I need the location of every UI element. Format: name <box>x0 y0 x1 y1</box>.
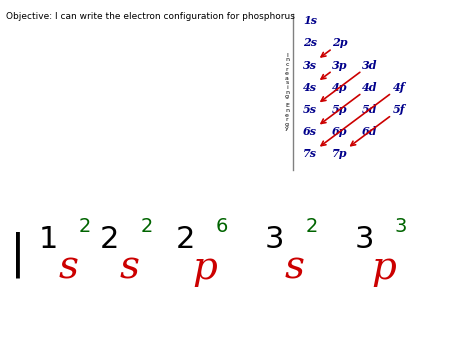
Text: 3: 3 <box>395 217 407 236</box>
Text: |: | <box>10 232 26 278</box>
Text: 2: 2 <box>305 217 318 236</box>
Text: 1: 1 <box>39 225 58 253</box>
Text: 3: 3 <box>355 225 374 253</box>
Text: 2: 2 <box>100 225 119 253</box>
Text: 5d: 5d <box>362 104 377 115</box>
Text: 5p: 5p <box>332 104 347 115</box>
Text: 6: 6 <box>216 217 228 236</box>
Text: 6s: 6s <box>303 126 317 137</box>
Text: s: s <box>284 250 304 287</box>
Text: p: p <box>372 250 396 287</box>
Text: s: s <box>119 250 139 287</box>
Text: 5s: 5s <box>303 104 317 115</box>
Text: 2: 2 <box>140 217 153 236</box>
Text: 3: 3 <box>265 225 284 253</box>
Text: p: p <box>192 250 218 287</box>
Text: 4p: 4p <box>332 82 347 93</box>
Text: Objective: I can write the electron configuration for phosphorus: Objective: I can write the electron conf… <box>6 12 295 21</box>
Text: 5f: 5f <box>393 104 405 115</box>
Text: 3d: 3d <box>362 60 377 71</box>
Text: 2p: 2p <box>332 37 347 48</box>
Text: 2s: 2s <box>303 37 317 48</box>
Text: 4s: 4s <box>303 82 317 93</box>
Text: 3p: 3p <box>332 60 347 71</box>
Text: 2: 2 <box>175 225 195 253</box>
Text: I
n
c
r
e
a
s
i
n
g

E
n
e
r
g
y: I n c r e a s i n g E n e r g y <box>285 53 289 131</box>
Text: 4f: 4f <box>393 82 405 93</box>
Text: 7s: 7s <box>303 148 317 159</box>
Text: 7p: 7p <box>332 148 347 159</box>
Text: 3s: 3s <box>303 60 317 71</box>
Text: 6d: 6d <box>362 126 377 137</box>
Text: 2: 2 <box>79 217 91 236</box>
Text: 1s: 1s <box>303 15 317 26</box>
Text: s: s <box>58 250 78 287</box>
Text: 6p: 6p <box>332 126 347 137</box>
Text: 4d: 4d <box>362 82 377 93</box>
